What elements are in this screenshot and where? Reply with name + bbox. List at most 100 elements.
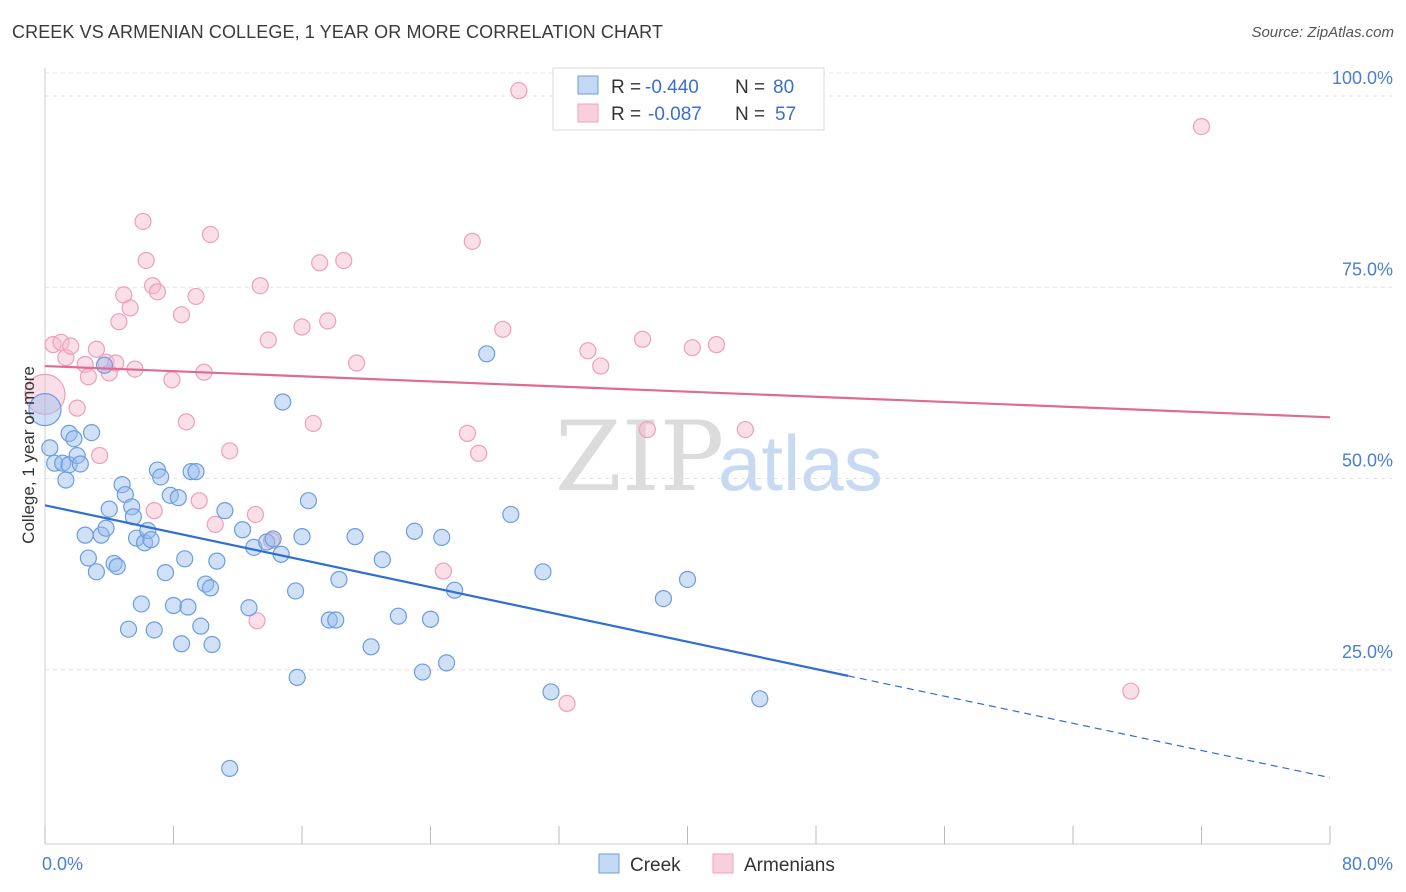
legend-n-label-armenians: N =	[735, 104, 765, 125]
axes	[44, 68, 1331, 845]
bottom-legend-swatch-creek	[598, 853, 620, 874]
creek-point	[751, 690, 769, 708]
armenians-point	[148, 283, 167, 301]
creek-point	[264, 530, 282, 548]
armenians-point	[319, 312, 337, 330]
bottom-legend-swatch-armenians	[712, 853, 734, 874]
creek-point	[187, 463, 205, 481]
source-label: Source: ZipAtlas.com	[1251, 24, 1394, 41]
armenians-point	[172, 306, 191, 324]
y-axis-title: College, 1 year or more	[19, 366, 38, 544]
creek-point	[433, 528, 451, 547]
creek-point	[534, 563, 552, 581]
armenians-point	[592, 357, 610, 375]
armenians-point	[293, 318, 311, 336]
armenians-point	[510, 82, 528, 100]
legend: R = -0.440 N = 80 R = -0.087 N = 57	[552, 67, 825, 131]
creek-point	[145, 621, 163, 639]
creek-point	[192, 617, 210, 635]
armenians-point	[558, 694, 576, 713]
creek-point	[437, 654, 456, 672]
y-tick-label-2: 75.0%	[1342, 259, 1393, 279]
armenians-points	[24, 82, 1211, 713]
armenians-point	[134, 212, 152, 231]
creek-point	[233, 521, 252, 539]
creek-point	[327, 611, 345, 629]
armenians-point	[633, 330, 652, 348]
y-tick-labels: 25.0% 50.0% 75.0% 100.0%	[1332, 68, 1393, 662]
creek-point	[119, 620, 138, 638]
armenians-point	[24, 373, 66, 415]
y-tick-label-1: 50.0%	[1342, 451, 1393, 471]
armenians-point	[187, 287, 205, 306]
creek-point	[208, 552, 226, 570]
creek-point	[542, 683, 560, 701]
creek-point	[142, 531, 160, 549]
creek-point	[221, 759, 239, 778]
creek-point	[105, 554, 123, 573]
armenians-point	[251, 277, 269, 295]
armenians-point	[348, 354, 366, 372]
bottom-legend: Creek Armenians	[598, 853, 835, 876]
creek-point	[176, 550, 194, 568]
creek-point	[100, 500, 118, 518]
armenians-point	[91, 446, 109, 465]
armenians-point	[201, 225, 220, 244]
watermark-atlas: atlas	[718, 419, 883, 507]
armenians-point	[248, 612, 266, 630]
armenians-point	[190, 492, 208, 510]
creek-regression-line	[44, 504, 849, 677]
legend-r-label-armenians: R =	[611, 104, 641, 125]
chart-title: CREEK VS ARMENIAN COLLEGE, 1 YEAR OR MOR…	[12, 22, 664, 42]
creek-point	[79, 549, 97, 567]
creek-point	[502, 505, 520, 524]
creek-point	[330, 570, 348, 589]
watermark-zip: ZIP	[555, 401, 724, 513]
creek-point	[274, 393, 292, 411]
legend-r-label-creek: R =	[611, 77, 641, 98]
armenians-point	[110, 313, 128, 331]
legend-r-value-creek: -0.440	[645, 77, 699, 98]
creek-point	[76, 526, 94, 544]
creek-point	[216, 502, 234, 520]
armenians-point	[304, 414, 322, 433]
bottom-legend-label-creek: Creek	[630, 855, 681, 876]
legend-swatch-armenians	[577, 103, 599, 123]
armenians-point	[579, 342, 597, 360]
creek-point	[152, 468, 170, 486]
creek-point	[60, 424, 78, 442]
gridlines	[45, 72, 1392, 671]
creek-point	[286, 582, 305, 600]
creek-point	[240, 599, 258, 617]
y-tick-label-0: 25.0%	[1342, 642, 1393, 662]
creek-point	[182, 463, 200, 481]
creek-point	[413, 663, 432, 681]
creek-point	[346, 528, 364, 546]
armenians-point	[145, 502, 163, 520]
legend-n-value-armenians: 57	[775, 104, 796, 125]
armenians-point	[683, 339, 701, 357]
creek-point	[299, 492, 318, 510]
creek-point	[164, 596, 183, 615]
armenians-point	[177, 413, 195, 431]
armenians-point	[707, 336, 726, 354]
creek-point	[54, 454, 72, 472]
armenians-point	[494, 320, 512, 338]
legend-swatch-creek	[577, 75, 599, 95]
regression-lines	[44, 364, 1331, 779]
armenians-point	[1192, 117, 1211, 136]
armenians-point	[736, 420, 754, 439]
creek-point	[293, 528, 311, 546]
creek-point	[169, 489, 187, 507]
creek-point	[172, 635, 191, 653]
creek-point	[132, 595, 150, 613]
armenians-point	[68, 399, 86, 417]
armenians-point	[434, 562, 452, 580]
armenians-point	[206, 515, 224, 534]
armenians-point	[638, 420, 656, 439]
x-tick-labels: 0.0% 80.0%	[42, 854, 1393, 874]
armenians-point	[458, 424, 477, 442]
creek-point	[389, 607, 407, 625]
creek-point	[654, 590, 673, 608]
